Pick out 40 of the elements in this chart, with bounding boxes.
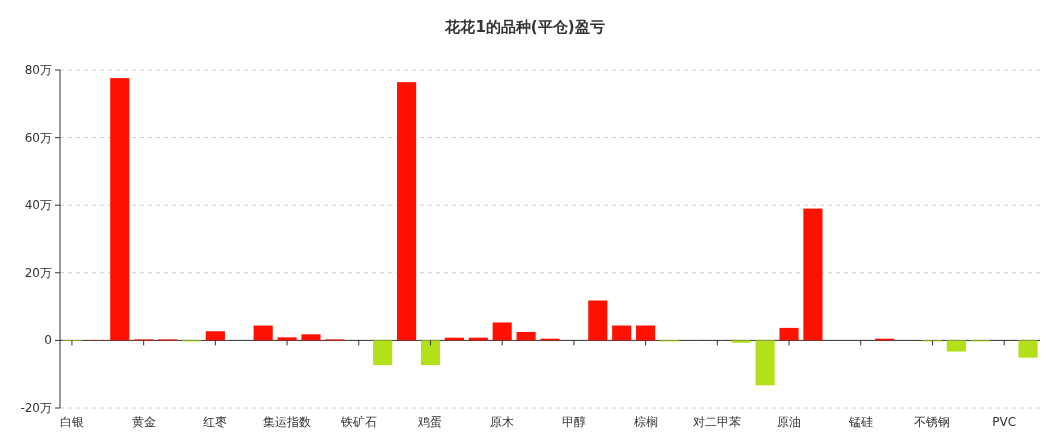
x-tick-label: 棕榈	[633, 415, 658, 429]
bar	[516, 331, 536, 341]
bar	[277, 337, 297, 341]
x-tick-label: 甲醇	[561, 415, 586, 429]
x-tick-label: 不锈钢	[914, 415, 951, 429]
bar	[1018, 340, 1038, 358]
y-tick-label: 20万	[24, 265, 52, 280]
y-tick-label: 40万	[24, 198, 52, 213]
bar	[588, 300, 608, 341]
x-tick-label: 锰硅	[847, 415, 873, 429]
bar	[110, 78, 130, 341]
bar	[803, 208, 823, 341]
x-tick-label: 白银	[59, 415, 84, 429]
x-tick-label: 黄金	[131, 415, 156, 429]
y-tick-label: 80万	[24, 63, 52, 77]
bar	[779, 327, 799, 341]
y-tick-label: 60万	[24, 130, 52, 145]
bar	[731, 340, 751, 343]
bar	[420, 340, 441, 366]
bar	[253, 325, 273, 341]
x-tick-label: 原木	[490, 415, 515, 429]
bar	[492, 322, 512, 341]
bar	[946, 340, 966, 352]
y-tick-label: -20万	[20, 401, 52, 415]
y-tick-label: 0	[44, 333, 52, 348]
bar	[612, 325, 632, 341]
x-tick-label: PVC	[992, 415, 1017, 429]
bar	[755, 340, 775, 386]
x-tick-label: 集运指数	[263, 415, 312, 429]
bar	[636, 325, 656, 341]
x-tick-label: 原油	[777, 415, 802, 429]
x-tick-label: 鸡蛋	[417, 415, 443, 429]
bar	[205, 331, 225, 341]
x-tick-label: 红枣	[203, 415, 228, 429]
bar	[397, 82, 417, 341]
bar	[301, 334, 321, 341]
x-tick-label: 铁矿石	[339, 415, 377, 429]
chart-title: 花花1的品种(平仓)盈亏	[444, 18, 605, 36]
bar	[373, 340, 393, 366]
x-tick-label: 对二甲苯	[693, 415, 742, 429]
